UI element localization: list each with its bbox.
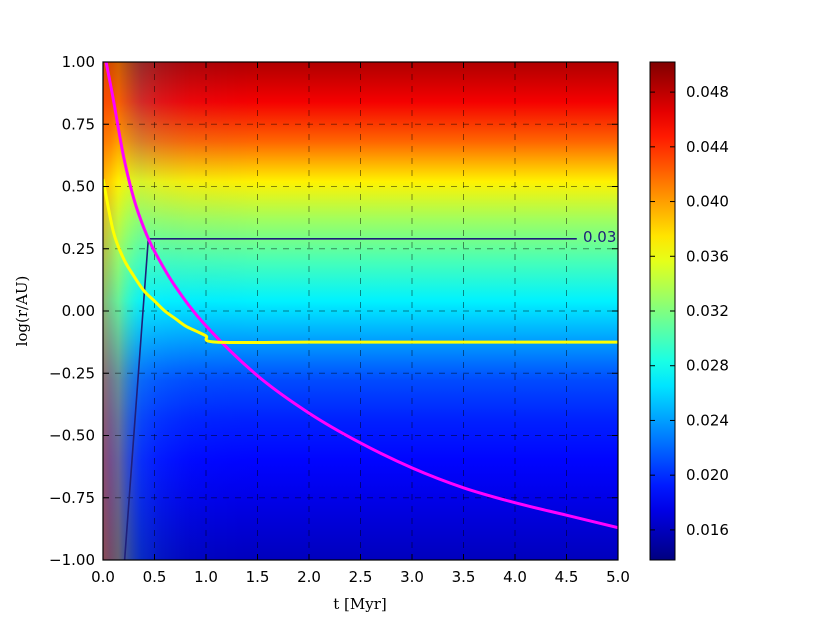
colorbar-tick-label: 0.028 xyxy=(686,357,729,375)
plot-area xyxy=(103,62,618,560)
y-tick-label: 1.00 xyxy=(62,53,95,71)
heatmap-inner-shading xyxy=(103,62,618,560)
x-tick-label: 5.0 xyxy=(606,568,630,586)
x-axis-label: t [Myr] xyxy=(333,595,387,613)
y-tick-label: −1.00 xyxy=(49,551,95,569)
x-tick-label: 1.0 xyxy=(194,568,218,586)
colorbar-tick-label: 0.016 xyxy=(686,521,729,539)
colorbar-tick-label: 0.040 xyxy=(686,193,729,211)
colorbar-tick-label: 0.020 xyxy=(686,466,729,484)
x-axis: 0.0 0.5 1.0 1.5 2.0 2.5 3.0 3.5 4.0 4.5 5.0 xyxy=(91,62,630,586)
y-tick-label: −0.75 xyxy=(49,489,95,507)
y-tick-label: −0.25 xyxy=(49,364,95,382)
contour-label: 0.03 xyxy=(583,228,616,246)
x-tick-label: 3.0 xyxy=(400,568,424,586)
colorbar-tick-label: 0.036 xyxy=(686,247,729,265)
x-tick-label: 2.0 xyxy=(297,568,321,586)
yellow-curve xyxy=(103,178,618,345)
x-tick-label: 1.5 xyxy=(246,568,270,586)
grid-lines xyxy=(103,62,618,560)
colorbar-tick-label: 0.024 xyxy=(686,411,729,429)
y-tick-label: 0.50 xyxy=(62,178,95,196)
x-tick-label: 3.5 xyxy=(452,568,476,586)
magenta-curve xyxy=(104,62,618,530)
y-axis: 1.00 0.75 0.50 0.25 0.00 −0.25 −0.50 −0.75 −1.00 xyxy=(49,53,618,569)
data-lines xyxy=(103,62,618,560)
colorbar-tick-label: 0.044 xyxy=(686,138,729,156)
colorbar: 0.048 0.044 0.040 0.036 0.032 0.028 0.024 0.020… xyxy=(649,61,729,561)
colorbar-ticks: 0.048 0.044 0.040 0.036 0.032 0.028 0.024 0.020… xyxy=(650,83,729,539)
x-tick-label: 0.0 xyxy=(91,568,115,586)
x-tick-label: 2.5 xyxy=(349,568,373,586)
y-tick-label: −0.50 xyxy=(49,427,95,445)
y-tick-label: 0.25 xyxy=(62,240,95,258)
y-tick-label: 0.00 xyxy=(62,302,95,320)
y-axis-label: log(r/AU) xyxy=(13,276,31,347)
x-tick-label: 4.0 xyxy=(503,568,527,586)
x-tick-label: 0.5 xyxy=(143,568,167,586)
colorbar-tick-label: 0.048 xyxy=(686,83,729,101)
y-tick-label: 0.75 xyxy=(62,115,95,133)
colorbar-tick-label: 0.032 xyxy=(686,302,729,320)
x-tick-label: 4.5 xyxy=(555,568,579,586)
